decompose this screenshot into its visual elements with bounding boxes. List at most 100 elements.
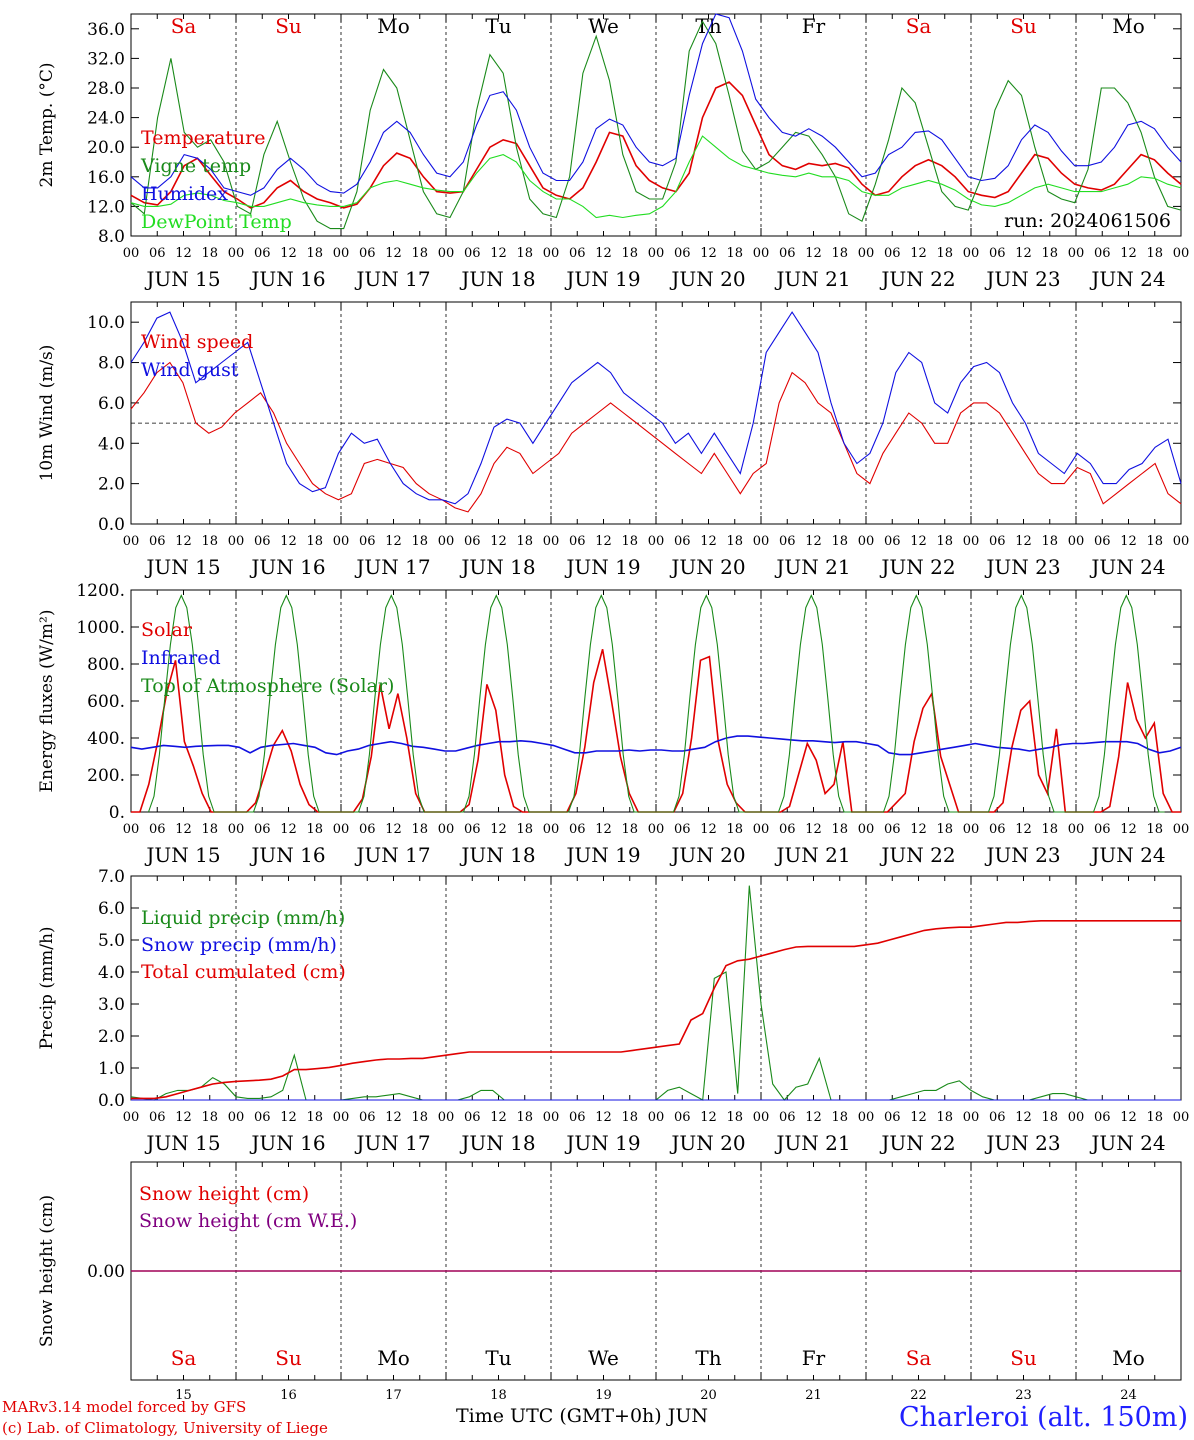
hour-tick-label: 12 [1120, 534, 1137, 549]
date-label: JUN 23 [984, 843, 1060, 867]
hour-tick-label: 12 [280, 822, 297, 837]
legend-entry: Liquid precip (mm/h) [141, 907, 345, 929]
date-label: JUN 18 [459, 555, 535, 579]
weekday-label: Sa [906, 1346, 932, 1370]
hour-tick-label: 00 [333, 534, 350, 549]
hour-tick-label: 12 [385, 822, 402, 837]
hour-tick-label: 12 [700, 246, 717, 261]
date-label: JUN 18 [459, 843, 535, 867]
series-line-top-of-atmosphere-solar- [147, 594, 1165, 813]
hour-tick-label: 18 [1146, 534, 1163, 549]
hour-tick-label: 06 [254, 534, 271, 549]
hour-tick-label: 00 [333, 1110, 350, 1125]
y-tick-label: 36.0 [87, 20, 125, 40]
hour-tick-label: 00 [753, 534, 770, 549]
y-tick-label: 24.0 [87, 109, 125, 129]
legend-entry: DewPoint Temp [141, 211, 292, 233]
hour-tick-label: 06 [1094, 246, 1111, 261]
hour-tick-label: 12 [700, 534, 717, 549]
date-label: JUN 20 [669, 843, 745, 867]
day-number-label: 15 [175, 1388, 192, 1403]
hour-tick-label: 06 [779, 534, 796, 549]
credit-caption: (c) Lab. of Climatology, University of L… [2, 1419, 328, 1437]
hour-tick-label: 18 [1041, 534, 1058, 549]
date-label: JUN 16 [249, 1131, 325, 1155]
hour-tick-label: 06 [1094, 1110, 1111, 1125]
hour-tick-label: 18 [516, 246, 533, 261]
hour-tick-label: 12 [595, 822, 612, 837]
hour-tick-label: 12 [280, 1110, 297, 1125]
hour-tick-label: 00 [438, 822, 455, 837]
date-label: JUN 19 [564, 267, 640, 291]
hour-tick-label: 06 [464, 822, 481, 837]
hour-tick-label: 00 [1173, 1110, 1190, 1125]
hour-tick-label: 12 [805, 534, 822, 549]
legend-entry: Wind gust [141, 359, 239, 381]
hour-tick-label: 18 [411, 246, 428, 261]
weekday-label: Fr [802, 1346, 826, 1370]
hour-tick-label: 12 [1120, 1110, 1137, 1125]
weekday-label: Mo [377, 14, 410, 38]
day-number-label: 17 [385, 1388, 402, 1403]
hour-tick-label: 12 [700, 822, 717, 837]
hour-tick-label: 06 [464, 246, 481, 261]
hour-tick-label: 06 [149, 534, 166, 549]
series-line-total-cumulated-cm- [131, 919, 1181, 1100]
hour-tick-label: 00 [858, 1110, 875, 1125]
hour-tick-label: 06 [884, 1110, 901, 1125]
weekday-label: Mo [1112, 14, 1145, 38]
y-axis-label: Precip (mm/h) [37, 926, 57, 1049]
hour-tick-label: 06 [884, 246, 901, 261]
y-tick-label: 1000. [76, 618, 125, 638]
x-axis-label: Time UTC (GMT+0h) JUN [456, 1405, 708, 1427]
date-label: JUN 21 [774, 1131, 850, 1155]
hour-tick-label: 06 [359, 1110, 376, 1125]
y-tick-label: 5.0 [98, 931, 125, 951]
hour-tick-label: 12 [595, 1110, 612, 1125]
hour-tick-label: 06 [569, 246, 586, 261]
y-tick-label: 8.0 [98, 354, 125, 374]
y-axis-label: 10m Wind (m/s) [37, 345, 57, 482]
hour-tick-label: 06 [464, 534, 481, 549]
series-line-infrared [130, 735, 1182, 756]
y-tick-label: 2.0 [98, 475, 125, 495]
hour-tick-label: 00 [228, 1110, 245, 1125]
hour-tick-label: 00 [648, 246, 665, 261]
date-label: JUN 19 [564, 555, 640, 579]
date-label: JUN 23 [984, 267, 1060, 291]
weekday-label: We [588, 1346, 619, 1370]
hour-tick-label: 06 [779, 246, 796, 261]
series-line-humidex [130, 13, 1182, 196]
hour-tick-label: 12 [1120, 246, 1137, 261]
y-tick-label: 400. [87, 729, 125, 749]
hour-tick-label: 18 [726, 534, 743, 549]
date-label: JUN 22 [879, 555, 955, 579]
series-line-wind-gust [130, 311, 1182, 505]
date-label: JUN 23 [984, 1131, 1060, 1155]
date-label: JUN 15 [144, 555, 220, 579]
hour-tick-label: 12 [910, 822, 927, 837]
date-label: JUN 24 [1089, 267, 1165, 291]
hour-tick-label: 00 [438, 246, 455, 261]
hour-tick-label: 18 [306, 822, 323, 837]
hour-tick-label: 18 [936, 534, 953, 549]
date-label: JUN 19 [564, 1131, 640, 1155]
hour-tick-label: 18 [936, 822, 953, 837]
date-label: JUN 16 [249, 555, 325, 579]
hour-tick-label: 12 [490, 1110, 507, 1125]
hour-tick-label: 18 [1146, 1110, 1163, 1125]
hour-tick-label: 12 [1015, 534, 1032, 549]
hour-tick-label: 18 [831, 246, 848, 261]
hour-tick-label: 06 [779, 1110, 796, 1125]
hour-tick-label: 00 [228, 246, 245, 261]
hour-tick-label: 12 [595, 246, 612, 261]
hour-tick-label: 06 [674, 822, 691, 837]
hour-tick-label: 06 [359, 534, 376, 549]
hour-tick-label: 00 [543, 246, 560, 261]
weekday-label: Mo [1112, 1346, 1145, 1370]
hour-tick-label: 06 [149, 246, 166, 261]
hour-tick-label: 00 [753, 246, 770, 261]
hour-tick-label: 18 [1041, 822, 1058, 837]
date-label: JUN 17 [354, 267, 430, 291]
